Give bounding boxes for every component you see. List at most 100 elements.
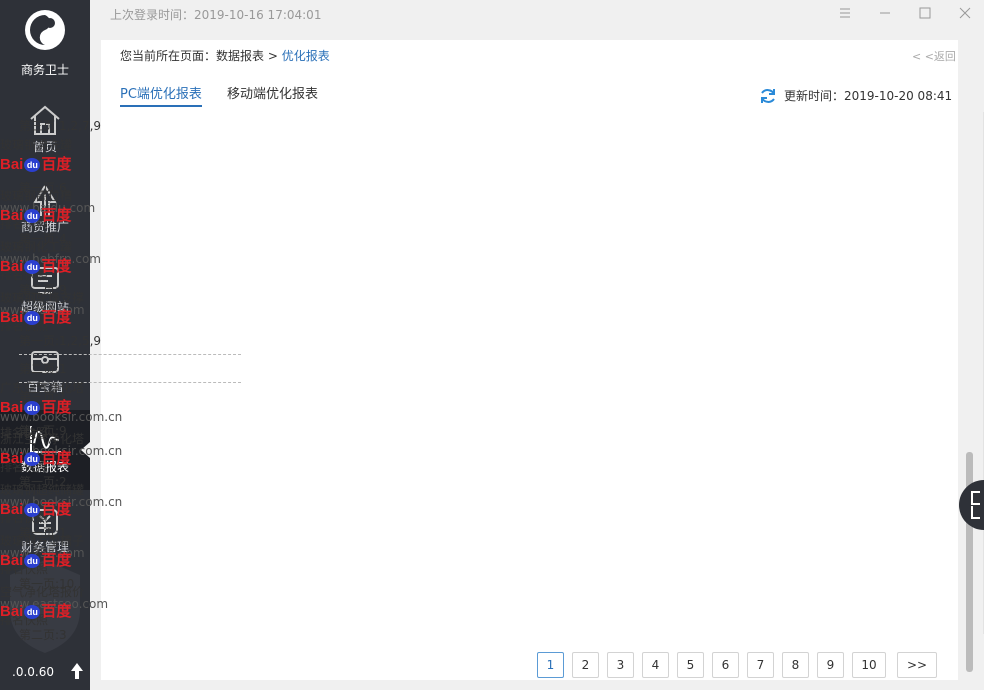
page-button[interactable]: 2 (572, 652, 599, 678)
table-row: 玻璃钢鸵峰支撑 Bai du 百度 第一页:1,2,5,9 第二页:1 第三页:1 www.b… (0, 289, 984, 440)
scrollbar[interactable] (966, 112, 973, 672)
table-row: 玻璃钢超纯储罐 Bai du 百度 第一页:1 www.258.com 排名快照 (0, 481, 984, 576)
tab[interactable]: PC端优化报表 (120, 83, 202, 107)
logo-paw: du (24, 605, 41, 620)
ranking: 第三页:1 (19, 390, 67, 404)
breadcrumb: 您当前所在页面：数据报表 > 优化报表 (120, 47, 330, 64)
ranking: 第一页:2 (19, 475, 67, 489)
nav-icon (31, 267, 59, 294)
nav-item[interactable]: 财务管理 (0, 490, 90, 570)
logo-text: 百度 (41, 552, 72, 569)
active-pointer (81, 442, 90, 458)
breadcrumb-current[interactable]: 优化报表 (281, 49, 330, 63)
version: .0.0.60 (12, 665, 54, 679)
keyword: 玻璃钢高位槽 (0, 189, 73, 203)
ranking: 第二页:1 (19, 355, 241, 383)
table-cell: 玻璃钢鸵峰支撑 (0, 289, 205, 306)
ranking: 第一页:9 (19, 424, 67, 438)
upgrade-icon[interactable] (70, 662, 84, 680)
table-row: 玻璃钢方型槽子 Bai du 百度 第一页:10 www.eastsoo.com 排名快照 (0, 532, 984, 627)
nav-item[interactable]: 首页 (0, 90, 90, 170)
table-cell: 第一页:9 (0, 417, 274, 444)
site: www.258.com (0, 303, 85, 317)
table-row: 第三页:1,2,7,9 (0, 112, 984, 136)
logo-text: Bai (0, 156, 24, 173)
logo-paw: du (24, 401, 41, 416)
page-button[interactable]: 3 (607, 652, 634, 678)
logo-paw: du (24, 503, 41, 518)
tab[interactable]: 移动端优化报表 (227, 87, 319, 102)
app-name: 商务卫士 (20, 63, 69, 77)
content-panel (101, 40, 958, 680)
snapshot-link[interactable]: 排名快照 (0, 426, 49, 440)
logo-text: Bai (0, 309, 24, 326)
logo-text: 百度 (41, 501, 72, 518)
table-cell: Bai du 百度 (0, 306, 102, 327)
table-cell: Bai du 百度 (0, 396, 102, 417)
keyword: 玻璃钢漂洗罐 (0, 138, 73, 152)
page-button[interactable]: 4 (642, 652, 669, 678)
page-button[interactable]: 6 (712, 652, 739, 678)
nav-icon (33, 185, 57, 216)
back-link[interactable]: < <返回 (912, 50, 956, 63)
ranking: 第二页:3 (19, 628, 67, 642)
nav-label: 财务管理 (20, 540, 69, 554)
table-row: 广东空气净化塔 Bai du 百度 第一页:9 www.booksir.com.cn 排名快… (0, 379, 984, 474)
logo-text: 百度 (41, 399, 72, 416)
nav-item[interactable]: 超级网站 (0, 250, 90, 330)
table-cell: 第一页:4 (0, 225, 274, 252)
table-cell: 浙江空气净化塔 (0, 430, 205, 447)
table-cell: Bai du 百度 (0, 153, 102, 174)
ranking: 第一页:6 (19, 181, 67, 195)
page-button[interactable]: 7 (747, 652, 774, 678)
table-cell: 第二页:9 (0, 276, 274, 303)
logo-text: Bai (0, 207, 24, 224)
table-cell: 第二页:3 (0, 621, 274, 645)
baidu-logo: Bai du 百度 (0, 549, 102, 570)
table-cell: Bai du 百度 (0, 255, 102, 276)
breadcrumb-sep: > (267, 49, 278, 63)
table-cell: 玻璃钢方型槽子 (0, 532, 205, 549)
logo-paw: du (24, 158, 41, 173)
nav-label: 商贸推广 (20, 220, 69, 234)
page-button[interactable]: 5 (677, 652, 704, 678)
page-button[interactable]: 9 (817, 652, 844, 678)
table-cell: www.258.com (0, 303, 183, 317)
logo-paw: du (24, 209, 41, 224)
table-cell: 第一页:10 (0, 570, 274, 597)
page-button[interactable]: 8 (782, 652, 809, 678)
page-button[interactable]: 10 (852, 652, 886, 678)
table-cell: 玻璃钢高位槽 (0, 187, 205, 204)
table-row: 玻璃钢高位槽 Bai du 百度 第一页:4 www.hebfrp.com 排名快照 (0, 187, 984, 282)
ranking: 第一页:1 (19, 526, 67, 540)
page-button[interactable]: 1 (537, 652, 564, 678)
page-button[interactable]: >> (897, 652, 937, 678)
logo-text: Bai (0, 399, 24, 416)
logo-paw: du (24, 452, 41, 467)
logo-text: 百度 (41, 450, 72, 467)
nav-label: 百宝箱 (26, 380, 63, 394)
table-cell: Bai du 百度 (0, 204, 102, 225)
baidu-logo: Bai du 百度 (0, 447, 102, 468)
ranking: 第一页:1,2,5,9 (19, 327, 241, 355)
nav-item[interactable]: 商贸推广 (0, 170, 90, 250)
sidebar: 商务卫士 .0.0.60 首页 商贸推广 超级网站 百宝箱 数据报表 财务管理 (0, 0, 90, 690)
table: 第三页:1,2,7,9 玻璃钢漂洗罐 Bai du 百度 第一页:6 www.baidu.c… (0, 112, 984, 645)
logo-text: Bai (0, 552, 24, 569)
table-cell: www.258.com (0, 546, 183, 560)
baidu-logo: Bai du 百度 (0, 396, 102, 417)
baidu-logo: Bai du 百度 (0, 600, 102, 621)
logo-text: Bai (0, 258, 24, 275)
refresh-icon[interactable] (759, 87, 777, 105)
keyword: 广东空气净化塔 (0, 381, 85, 395)
table-cell: 第三页:1,2,7,9 (0, 112, 274, 139)
keyword: 玻璃钢方型槽子 (0, 534, 85, 548)
last-login: 上次登录时间：2019-10-16 17:04:01 (110, 8, 322, 22)
nav-item[interactable]: 百宝箱 (0, 330, 90, 410)
app-logo (25, 10, 65, 50)
float-button[interactable] (958, 480, 984, 530)
keyword: 浙江空气净化塔 (0, 432, 85, 446)
window-controls[interactable] (835, 5, 980, 23)
logo-text: Bai (0, 603, 24, 620)
